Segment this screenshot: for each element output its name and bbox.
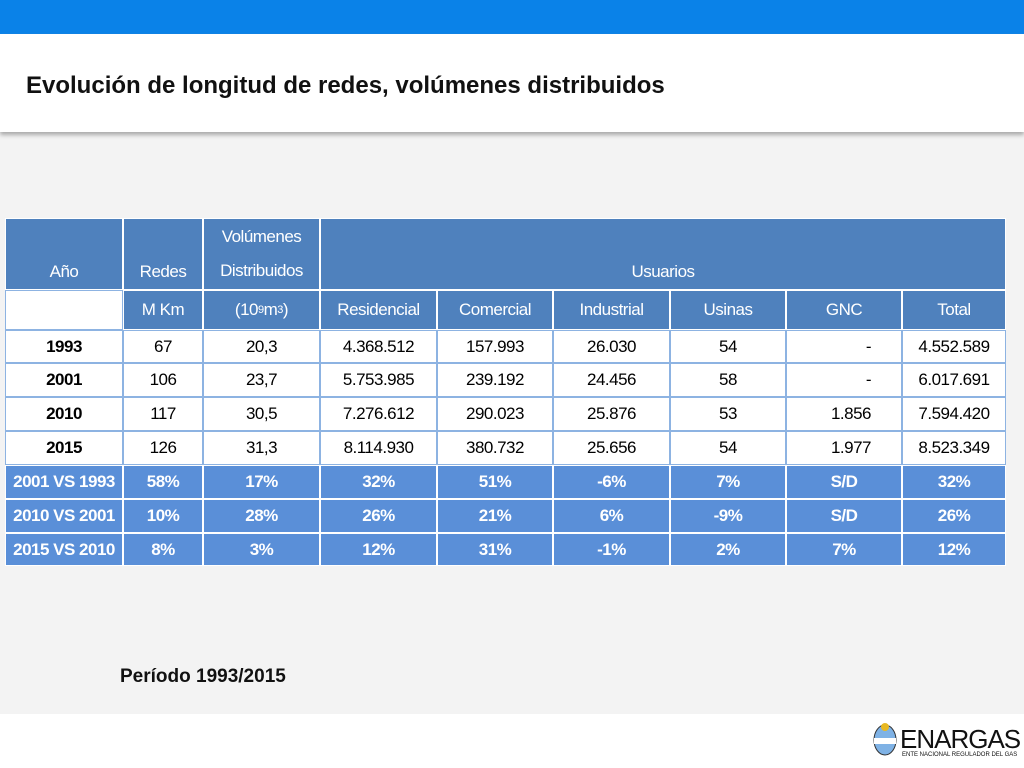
pct-cell: S/D [786,465,902,499]
pct-cell: 2010 VS 2001 [5,499,123,533]
data-cell: 239.192 [437,363,553,397]
data-cell: 53 [670,397,786,431]
pct-cell: 12% [902,533,1006,566]
data-cell: 20,3 [203,330,320,363]
pct-cell: S/D [786,499,902,533]
data-cell: 26.030 [553,330,670,363]
data-cell: 6.017.691 [902,363,1006,397]
pct-cell: 58% [123,465,203,499]
data-cell: 290.023 [437,397,553,431]
pct-cell: 26% [902,499,1006,533]
data-cell: 5.753.985 [320,363,437,397]
pct-cell: 32% [320,465,437,499]
data-cell: 31,3 [203,431,320,465]
data-cell: 4.552.589 [902,330,1006,363]
data-cell: 2010 [5,397,123,431]
header-cell: Redes [123,218,203,290]
data-cell: 8.523.349 [902,431,1006,465]
pct-cell: 7% [786,533,902,566]
header-cell: Residencial [320,290,437,330]
data-cell: 2015 [5,431,123,465]
pct-cell: 28% [203,499,320,533]
header-text: Volúmenes [221,227,302,246]
footer-band: ENARGAS ENTE NACIONAL REGULADOR DEL GAS [0,714,1024,768]
data-cell: - [786,330,902,363]
data-cell: 1.977 [786,431,902,465]
data-cell: 54 [670,330,786,363]
data-cell: 7.276.612 [320,397,437,431]
data-cell: 126 [123,431,203,465]
data-cell: 4.368.512 [320,330,437,363]
logo-subtitle: ENTE NACIONAL REGULADOR DEL GAS [902,752,1018,758]
header-cell: Usuarios [320,218,1006,290]
data-cell: 24.456 [553,363,670,397]
pct-cell: -9% [670,499,786,533]
top-bar [0,0,1024,34]
data-cell: 1.856 [786,397,902,431]
pct-cell: 26% [320,499,437,533]
pct-cell: 17% [203,465,320,499]
pct-cell: 8% [123,533,203,566]
header-cell: Comercial [437,290,553,330]
data-cell: 23,7 [203,363,320,397]
title: Evolución de longitud de redes, volúmene… [26,72,665,99]
pct-cell: 21% [437,499,553,533]
data-cell: 25.656 [553,431,670,465]
pct-cell: -1% [553,533,670,566]
data-cell: 1993 [5,330,123,363]
data-cell: 106 [123,363,203,397]
data-cell: 25.876 [553,397,670,431]
empty-cell [5,290,123,330]
header-cell: GNC [786,290,902,330]
pct-cell: 51% [437,465,553,499]
pct-cell: 31% [437,533,553,566]
unit-part: ) [282,300,289,319]
data-cell: 7.594.420 [902,397,1006,431]
pct-cell: -6% [553,465,670,499]
pct-cell: 12% [320,533,437,566]
data-cell: 117 [123,397,203,431]
table: Año Redes Volúmenes Distribuidos Usuarios M K… [5,218,1006,566]
logo-icon [873,723,897,756]
period: Período 1993/2015 [120,666,286,687]
pct-cell: 3% [203,533,320,566]
header-cell: Industrial [553,290,670,330]
data-cell: 2001 [5,363,123,397]
pct-cell: 6% [553,499,670,533]
header-text: Distribuidos [220,261,303,280]
title-band: Evolución de longitud de redes, volúmene… [0,34,1024,132]
logo-text: ENARGAS [900,724,1021,754]
unit-part: (10 [234,300,259,319]
data-cell: 157.993 [437,330,553,363]
unit-part: 9 [257,304,264,316]
data-cell: 8.114.930 [320,431,437,465]
unit-part: m [263,300,278,319]
header-cell: M Km [123,290,203,330]
header-cell: Año [5,218,123,290]
pct-cell: 32% [902,465,1006,499]
header-cell: Usinas [670,290,786,330]
pct-cell: 2015 VS 2010 [5,533,123,566]
pct-cell: 2% [670,533,786,566]
header-cell: Volúmenes Distribuidos [203,218,320,290]
pct-cell: 10% [123,499,203,533]
data-cell: - [786,363,902,397]
data-cell: 67 [123,330,203,363]
pct-cell: 2001 VS 1993 [5,465,123,499]
data-cell: 30,5 [203,397,320,431]
header-cell: Total [902,290,1006,330]
data-cell: 380.732 [437,431,553,465]
unit-part: 3 [277,304,283,316]
pct-cell: 7% [670,465,786,499]
data-cell: 58 [670,363,786,397]
data-cell: 54 [670,431,786,465]
